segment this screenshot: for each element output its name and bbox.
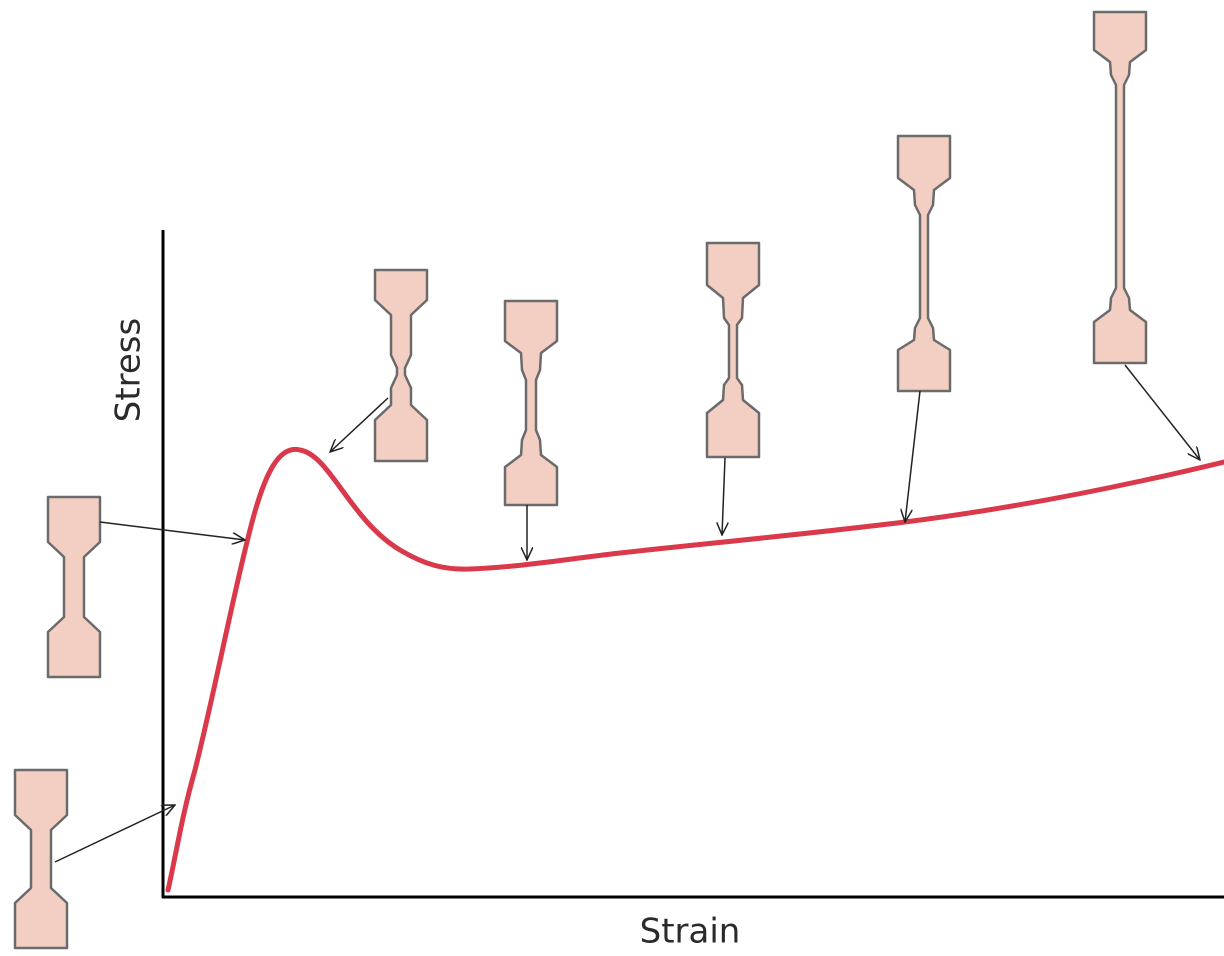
specimen [505,301,557,505]
diagram: Stress Strain [0,0,1224,956]
arrows [55,365,1200,862]
specimen [1094,12,1146,363]
y-axis-label: Stress [109,318,149,423]
x-axis-label: Strain [640,912,741,952]
specimen [375,270,427,461]
arrow [55,805,175,862]
arrow [100,522,245,540]
specimen [48,497,100,677]
stress-strain-curve [168,449,1224,890]
arrow [1125,365,1200,460]
arrow [905,391,920,522]
page: Stress Strain (() => { const data = JSON… [0,0,1224,956]
specimen [707,243,759,457]
specimen [898,136,950,391]
specimen [15,770,67,948]
arrow [722,458,725,535]
